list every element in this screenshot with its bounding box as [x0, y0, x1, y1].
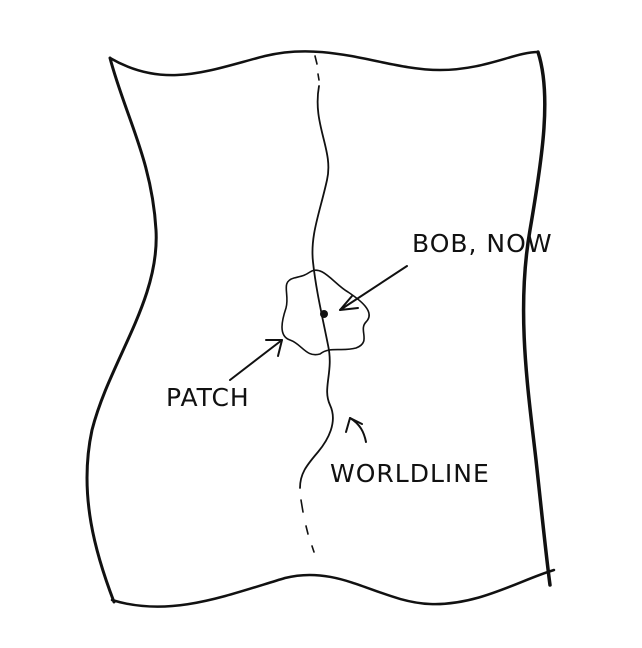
sheet-top-edge — [108, 50, 540, 77]
label-patch: PATCH — [166, 383, 250, 412]
sheet-bottom-edge — [110, 568, 556, 608]
worldline-path — [299, 85, 334, 489]
arrow-patch — [229, 339, 283, 381]
label-bob-now: BOB, NOW — [412, 229, 553, 258]
arrow-bob-now — [339, 265, 408, 311]
patch-blob — [281, 269, 370, 356]
spacetime-sheet — [85, 50, 556, 608]
worldline — [299, 55, 334, 553]
sheet-left-edge — [85, 56, 158, 604]
label-worldline: WORLDLINE — [330, 459, 490, 488]
arrow-worldline — [345, 417, 367, 443]
event-point-bob-now — [320, 310, 328, 318]
worldline-dash-top — [314, 55, 320, 81]
worldline-dash-bottom — [300, 499, 315, 553]
sheet-right-edge — [521, 50, 552, 587]
